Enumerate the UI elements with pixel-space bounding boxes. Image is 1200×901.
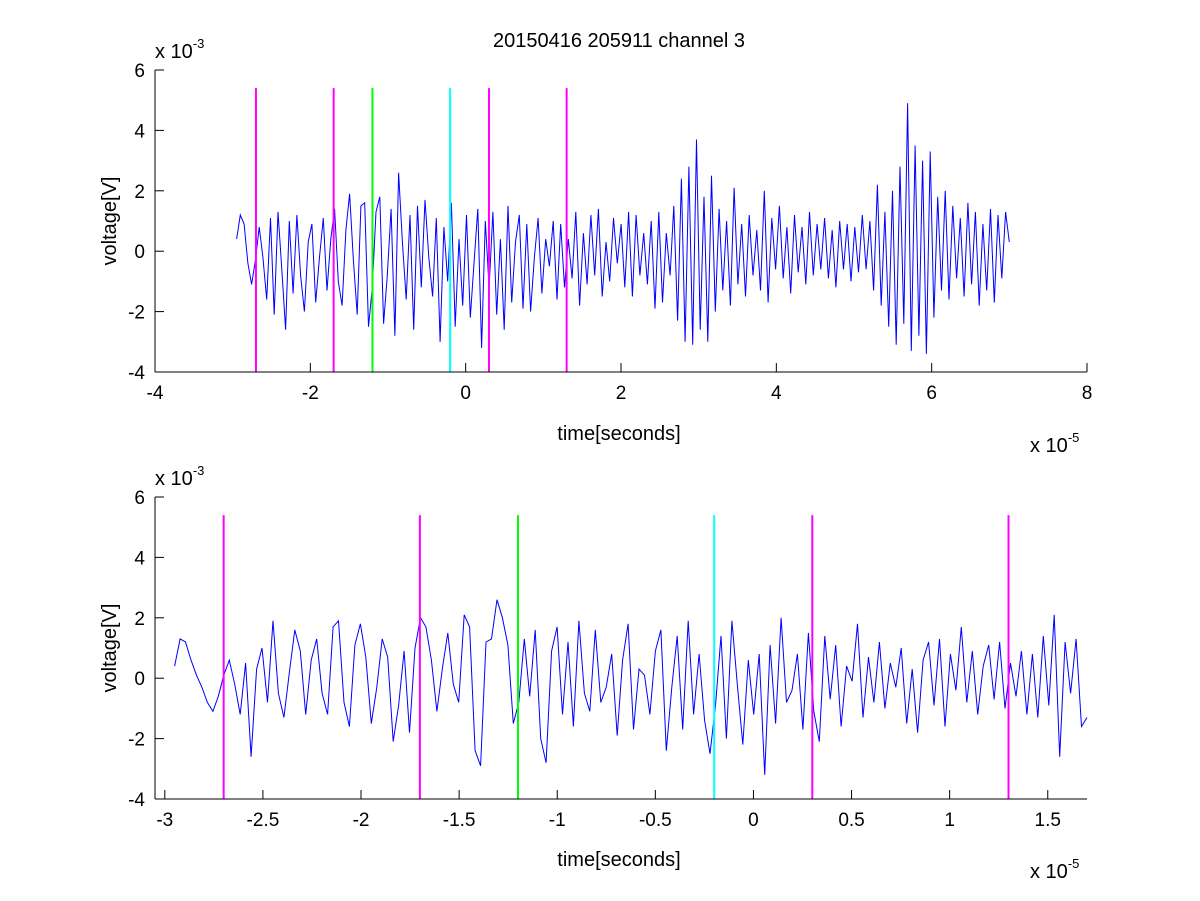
y-tick-label-2-2: -2 — [128, 730, 145, 751]
x-axis-label-2: time[seconds] — [557, 849, 680, 871]
y-tick-label-2-5: 4 — [134, 548, 145, 569]
subplot-1: -4 -2 0 2 4 6 8 -4 -2 0 2 4 6 time[seconds] voltage[… — [99, 36, 1092, 457]
y-tick-label-1-5: 4 — [134, 121, 145, 142]
y-tick-label-2-3: 0 — [134, 669, 145, 690]
x-tick-label-2-10: 1.5 — [1035, 810, 1061, 831]
y-exponent-1: x 10-3 — [155, 36, 204, 63]
marker-layer-1 — [254, 88, 568, 372]
signal-trace-1 — [236, 103, 1010, 354]
y-tick-label-2-4: 2 — [134, 609, 145, 630]
marker-layer-2 — [222, 515, 1010, 799]
x-tick-label-1-5: 4 — [771, 383, 782, 404]
ticks-2: -3 -2.5 -2 -1.5 -1 -0.5 0 0.5 1 1.5 -4 -2 0 2 4 6 — [128, 488, 1061, 831]
subplot-2: -3 -2.5 -2 -1.5 -1 -0.5 0 0.5 1 1.5 -4 -2 0 2 4 6 time[… — [99, 463, 1088, 883]
y-tick-label-1-2: -2 — [128, 303, 145, 324]
y-tick-label-1-4: 2 — [134, 182, 145, 203]
y-exponent-value-1: -3 — [193, 36, 205, 51]
axes-2 — [154, 497, 1087, 800]
y-axis-label-1: voltage[V] — [99, 177, 121, 266]
y-tick-label-1-6: 6 — [134, 61, 145, 82]
x-tick-label-2-6: -0.5 — [639, 810, 672, 831]
y-exponent-2: x 10-3 — [155, 463, 204, 490]
y-multiplier-1: x 10 — [155, 41, 193, 63]
x-tick-label-2-4: -1.5 — [443, 810, 476, 831]
x-tick-label-2-5: -1 — [549, 810, 566, 831]
x-exponent-1: x 10-5 — [1030, 430, 1079, 457]
signal-trace-2 — [174, 599, 1088, 775]
signal-layer-2 — [174, 599, 1088, 775]
y-tick-label-1-1: -4 — [128, 363, 145, 384]
figure-title: 20150416 205911 channel 3 — [493, 30, 745, 52]
x-tick-label-1-4: 2 — [616, 383, 627, 404]
x-multiplier-1: x 10 — [1030, 435, 1068, 457]
y-tick-label-1-3: 0 — [134, 242, 145, 263]
plot-area-1 — [155, 70, 1087, 372]
y-tick-label-2-1: -4 — [128, 790, 145, 811]
y-multiplier-2: x 10 — [155, 468, 193, 490]
x-tick-label-2-9: 1 — [944, 810, 955, 831]
x-tick-label-1-7: 8 — [1082, 383, 1093, 404]
x-exponent-2: x 10-5 — [1030, 856, 1079, 883]
x-tick-label-2-7: 0 — [748, 810, 759, 831]
y-exponent-value-2: -3 — [193, 463, 205, 478]
signal-layer-1 — [236, 103, 1010, 354]
x-axis-label-1: time[seconds] — [557, 423, 680, 445]
x-tick-label-2-8: 0.5 — [838, 810, 864, 831]
x-tick-label-1-2: -2 — [302, 383, 319, 404]
ticks-1: -4 -2 0 2 4 6 8 -4 -2 0 2 4 6 — [128, 61, 1092, 404]
x-tick-label-1-3: 0 — [460, 383, 471, 404]
x-tick-label-2-2: -2.5 — [247, 810, 280, 831]
y-axis-label-2: voltage[V] — [99, 604, 121, 693]
x-tick-label-2-1: -3 — [156, 810, 173, 831]
x-exponent-value-1: -5 — [1068, 430, 1080, 445]
x-multiplier-2: x 10 — [1030, 861, 1068, 883]
x-tick-label-1-1: -4 — [147, 383, 164, 404]
x-tick-label-2-3: -2 — [353, 810, 370, 831]
x-exponent-value-2: -5 — [1068, 856, 1080, 871]
x-tick-label-1-6: 6 — [926, 383, 937, 404]
y-tick-label-2-6: 6 — [134, 488, 145, 509]
plot-area-2 — [155, 497, 1087, 799]
